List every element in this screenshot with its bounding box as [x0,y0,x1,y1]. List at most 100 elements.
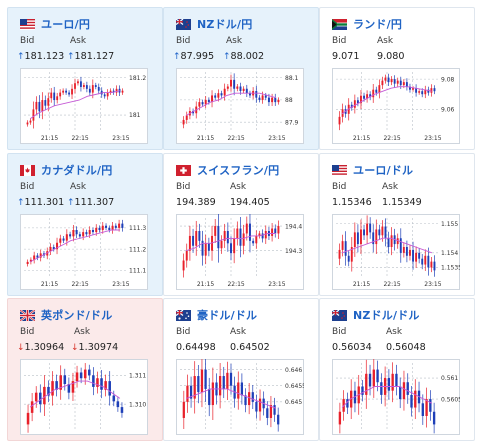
rate-card-nzdjpy[interactable]: NZドル/円 Bid Ask ↑87.995 ↑88.002 88.1 88 87.… [163,7,319,150]
moving-average-line [29,229,120,263]
ask-value: 194.405 [230,197,270,208]
candle-body [188,235,191,251]
candlestick-chart[interactable]: 88.1 88 87.9 21:15 22:15 23:15 [176,68,304,144]
candle-body [410,394,413,408]
moving-average-line [185,233,276,252]
x-tick-label: 23:15 [112,281,129,288]
candlestick-chart[interactable]: 0.646 0.6455 0.645 [176,359,304,435]
candlestick-chart[interactable]: 1.155 1.154 1.1535 21:15 22:15 23:15 [332,214,460,290]
pair-title[interactable]: NZドル/ドル [353,309,420,322]
bid-value: 0.64498 [176,342,216,353]
pair-title[interactable]: 豪ドル/ドル [197,309,258,322]
candlestick-chart[interactable]: 0.561 0.5605 [332,359,460,435]
candle-body [106,92,109,97]
rate-card-cadjpy[interactable]: カナダドル/円 Bid Ask ↑111.301 ↑111.307 111.3 1… [7,153,163,296]
candle-body [261,233,264,239]
y-tick-label: 1.310 [129,401,146,408]
candle [189,376,193,408]
candle [261,229,264,243]
candle-body [208,388,211,406]
chart-svg: 111.3 111.2 111.1 21:15 22:15 23:15 [20,214,148,290]
candle-body [399,386,402,400]
candle-body [409,86,411,90]
candlestick-chart[interactable]: 194.4 194.3 21:15 22:15 23:15 [176,214,304,290]
bid-label: Bid [332,327,347,337]
candle-body [92,375,95,387]
up-arrow-icon: ↑ [67,198,75,208]
candle-body [236,228,239,239]
candlestick-chart[interactable]: 9.08 9.06 21:15 22:15 23:15 [332,68,460,144]
candle [74,78,76,94]
candle-body [78,234,81,237]
candle-body [85,232,88,235]
candle [204,359,207,402]
candle [384,74,387,84]
ask-value: ↑111.307 [67,197,115,208]
candle-body [402,82,405,86]
pair-title[interactable]: ユーロ/ドル [353,164,414,177]
candle-body [344,241,347,256]
card-title: 英ポンド/ドル [20,306,112,324]
candle-body [39,253,42,258]
candle-body [38,101,41,112]
pair-title[interactable]: スイスフラン/円 [197,164,280,177]
rate-card-nzdusd[interactable]: NZドル/ドル Bid Ask 0.56034 0.56048 0.561 0.5… [319,298,475,441]
candle [406,373,409,404]
ask-label: Ask [382,182,399,192]
candle-body [412,249,414,262]
candle [222,366,225,399]
y-tick-label: 0.5605 [441,396,460,403]
candle-body [83,369,87,379]
pair-title[interactable]: 英ポンド/ドル [41,309,113,322]
candle-body [245,88,248,94]
candle-body [387,378,391,391]
candle [188,225,191,261]
candle-body [267,97,270,103]
candle-body [75,372,79,382]
candlestick-chart[interactable]: 181.2 181 21:15 22:15 23:15 [20,68,148,144]
rate-card-audusd[interactable]: 豪ドル/ドル Bid Ask 0.64498 0.64502 0.646 0.64… [163,298,319,441]
candle [109,88,112,95]
pair-title[interactable]: ユーロ/円 [41,18,91,31]
x-tick-label: 21:15 [41,135,58,142]
candle-body [63,375,67,385]
flag-icon-za [332,18,347,30]
candle [387,369,391,400]
rate-card-gbpusd[interactable]: 英ポンド/ドル Bid Ask ↓1.30964 ↓1.30974 1.311 1… [7,298,163,441]
candle-body [399,80,402,86]
candlestick-chart[interactable]: 1.311 1.310 [20,359,148,435]
candle [372,224,375,253]
x-tick-label: 21:15 [353,135,370,142]
rate-card-zarjpy[interactable]: ランド/円 Bid Ask 9.071 9.080 9.08 9.06 21:15 2… [319,7,475,150]
candle-body [353,232,356,247]
candle-body [252,240,255,244]
x-tick-label: 23:15 [424,135,441,142]
candle-body [56,96,59,101]
candle-body [233,79,236,89]
candle-body [69,234,72,237]
rate-card-chfjpy[interactable]: スイスフラン/円 Bid Ask 194.389 194.405 194.4 19… [163,153,319,296]
candle [244,388,247,413]
candle [390,76,393,86]
rate-card-eurusd[interactable]: ユーロ/ドル Bid Ask 1.15346 1.15349 1.155 1.15… [319,153,475,296]
candle-body [369,94,372,98]
ask-label: Ask [230,327,247,337]
moving-average-line [29,380,121,408]
bid-value: 9.071 [332,51,360,62]
candle-body [56,242,59,250]
candle-body [424,255,427,265]
candle [115,85,118,96]
x-tick-label: 23:15 [268,135,285,142]
pair-title[interactable]: ランド/円 [353,18,403,31]
rate-card-usdjpy[interactable]: ユーロ/円 Bid Ask ↑181.123 ↑181.127 181.2 181… [7,7,163,150]
pair-title[interactable]: カナダドル/円 [41,164,113,177]
candle [82,228,85,241]
y-tick-label: 0.561 [441,375,458,382]
candle-body [88,369,91,376]
candle-body [255,235,258,244]
ask-label: Ask [70,36,87,46]
candlestick-chart[interactable]: 111.3 111.2 111.1 21:15 22:15 23:15 [20,214,148,290]
pair-title[interactable]: NZドル/円 [197,18,253,31]
candle [399,228,402,263]
candle [103,92,106,99]
